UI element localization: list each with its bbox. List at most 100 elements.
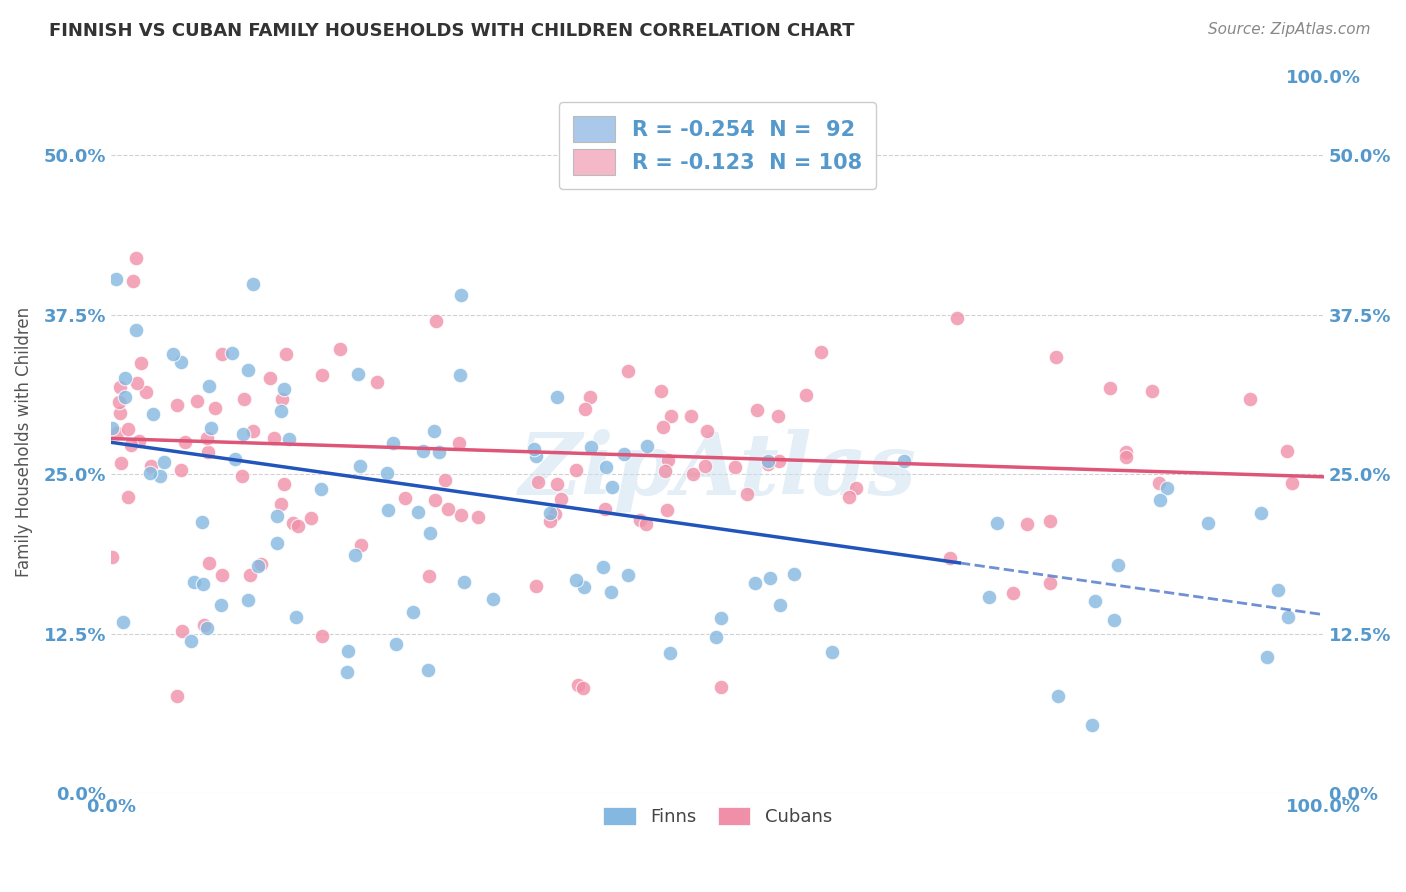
Point [946,310,969,325]
Point [239,568,262,582]
Point [547,390,569,404]
Point [579,390,602,404]
Point [650,384,672,398]
Point [467,510,489,524]
Point [696,425,718,439]
Point [127,376,149,390]
Point [418,663,440,677]
Point [794,388,817,402]
Text: ZipAtlas: ZipAtlas [519,429,917,512]
Point [745,403,768,417]
Point [236,363,259,377]
Point [893,454,915,468]
Text: FINNISH VS CUBAN FAMILY HOUSEHOLDS WITH CHILDREN CORRELATION CHART: FINNISH VS CUBAN FAMILY HOUSEHOLDS WITH … [49,22,855,40]
Point [538,507,561,521]
Point [1115,450,1137,465]
Point [101,421,124,435]
Point [527,475,550,490]
Point [250,558,273,572]
Point [986,516,1008,530]
Point [273,477,295,491]
Point [1017,517,1039,532]
Point [450,287,472,301]
Point [756,454,779,468]
Point [524,449,547,463]
Point [447,436,470,450]
Point [142,407,165,421]
Point [108,406,131,420]
Point [394,491,416,505]
Point [579,440,602,454]
Point [617,364,640,378]
Point [105,425,128,440]
Point [270,403,292,417]
Point [166,690,188,704]
Point [200,421,222,435]
Point [1045,351,1067,365]
Point [1267,582,1289,597]
Point [195,621,218,635]
Point [173,435,195,450]
Point [574,402,596,417]
Point [105,272,128,286]
Point [1107,558,1129,573]
Y-axis label: Family Households with Children: Family Households with Children [15,308,32,577]
Point [654,464,676,478]
Point [271,392,294,406]
Point [299,511,322,525]
Point [820,645,842,659]
Point [266,536,288,550]
Point [613,447,636,461]
Point [347,367,370,381]
Point [270,497,292,511]
Point [1197,516,1219,530]
Point [204,401,226,416]
Point [564,573,586,587]
Point [704,630,727,644]
Point [1080,718,1102,732]
Point [710,611,733,625]
Point [198,557,221,571]
Point [572,681,595,695]
Point [636,439,658,453]
Point [135,385,157,400]
Point [710,680,733,694]
Point [273,382,295,396]
Point [110,456,132,470]
Point [1239,392,1261,406]
Point [117,422,139,436]
Point [169,463,191,477]
Point [180,633,202,648]
Point [233,392,256,407]
Point [284,610,307,624]
Point [939,550,962,565]
Point [259,371,281,385]
Point [574,580,596,594]
Point [108,395,131,409]
Point [651,420,673,434]
Point [1046,689,1069,703]
Point [759,572,782,586]
Point [425,492,447,507]
Point [595,460,617,475]
Point [550,492,572,507]
Point [224,451,246,466]
Point [336,665,359,680]
Point [114,390,136,404]
Point [657,453,679,467]
Point [122,275,145,289]
Point [659,409,682,424]
Point [382,436,405,450]
Point [263,431,285,445]
Point [112,615,135,629]
Point [1039,576,1062,591]
Point [242,425,264,439]
Point [149,469,172,483]
Point [595,502,617,516]
Point [655,503,678,517]
Point [1102,613,1125,627]
Point [231,468,253,483]
Point [125,252,148,266]
Legend: Finns, Cubans: Finns, Cubans [596,799,839,833]
Point [418,568,440,582]
